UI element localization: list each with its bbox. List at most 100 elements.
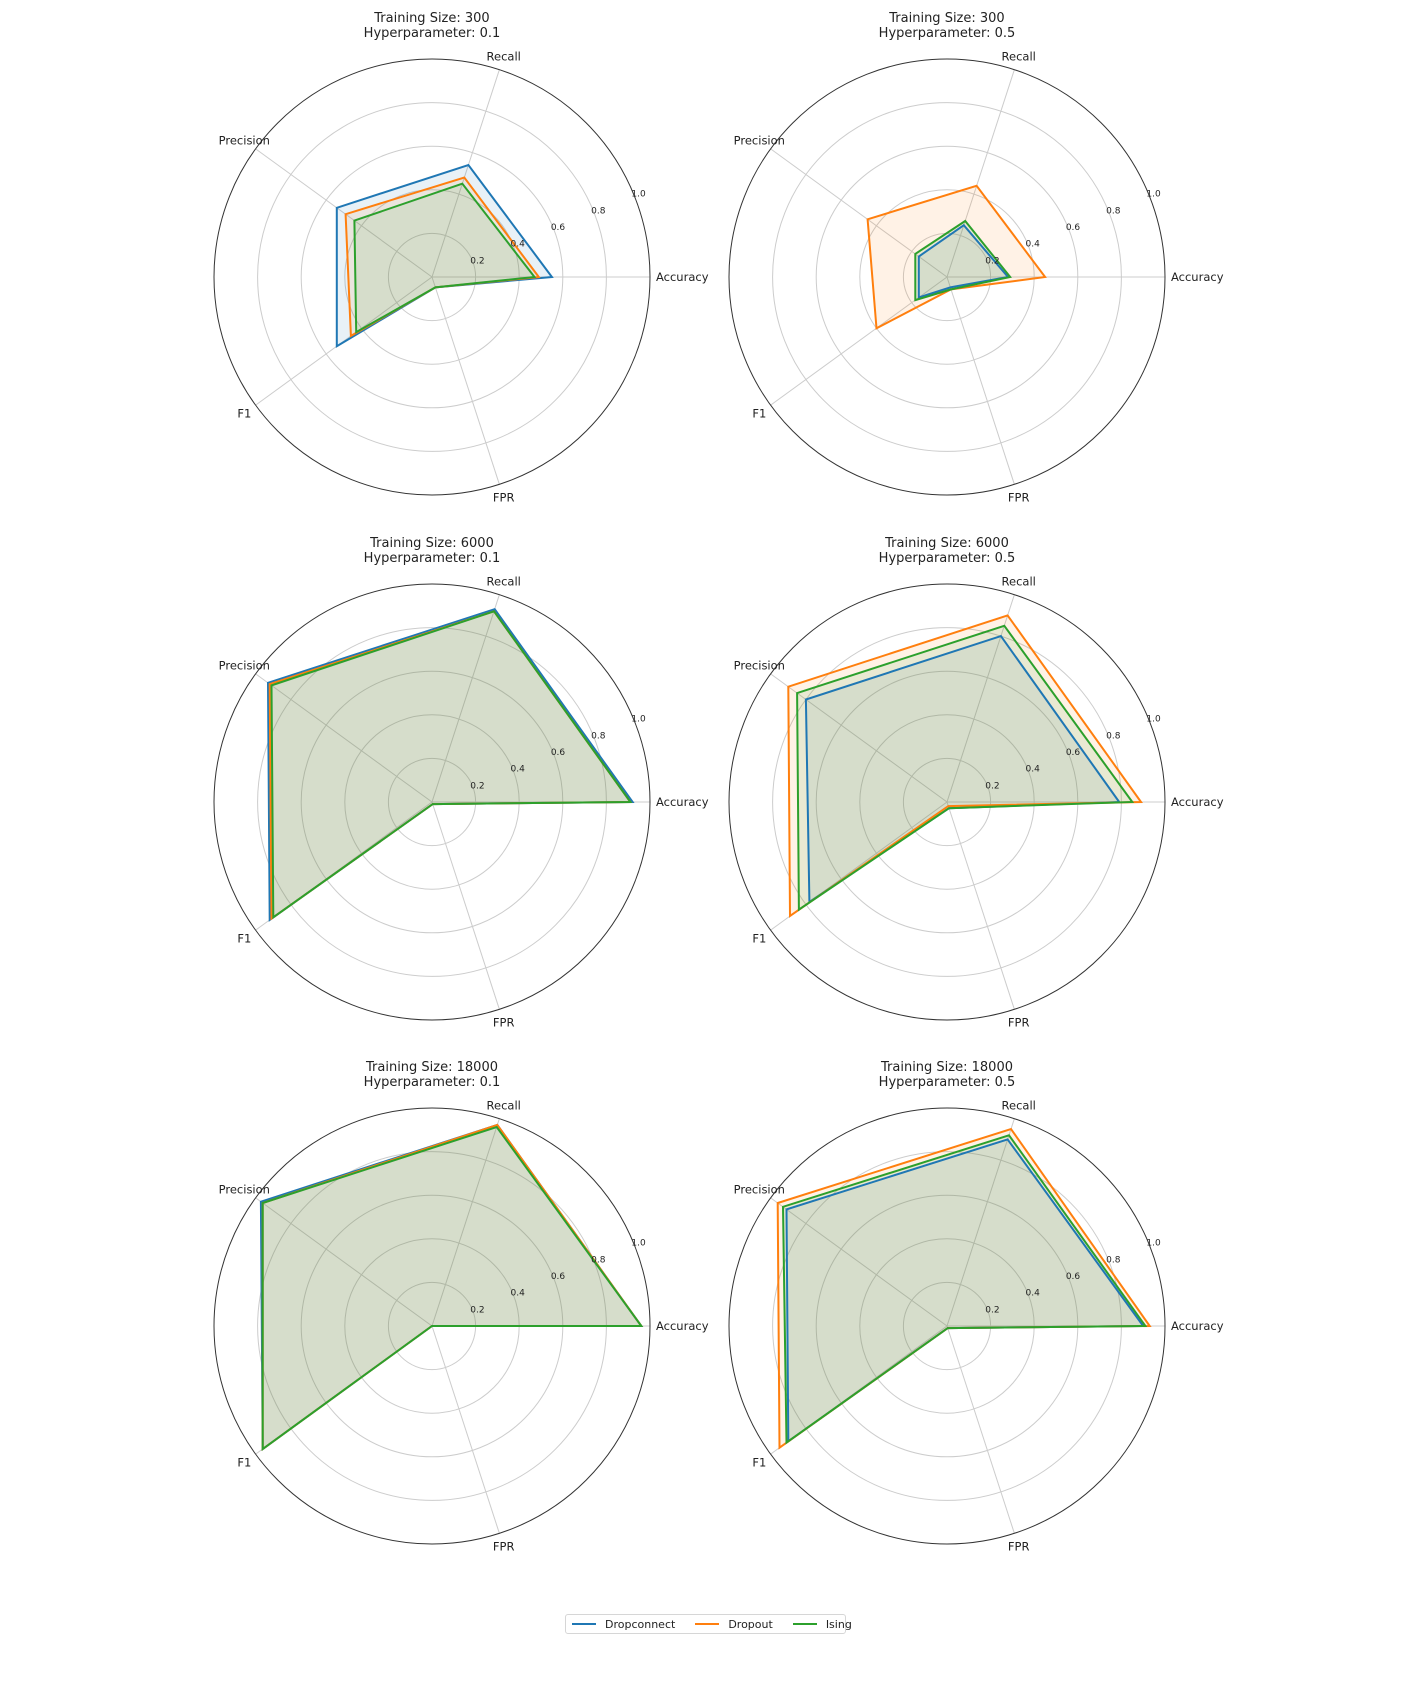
axis-label-recall: Recall <box>487 1098 521 1112</box>
legend-label: Ising <box>825 1617 852 1631</box>
axis-spoke <box>431 1118 500 1327</box>
axis-label-precision: Precision <box>734 1183 785 1197</box>
legend-line-icon <box>695 1623 720 1625</box>
axis-label-f1: F1 <box>752 931 766 945</box>
panel-subtitle: Hyperparameter: 0.5 <box>879 551 1016 566</box>
radial-tick-label: 0.2 <box>470 256 484 266</box>
legend-item-ising: Ising <box>792 1617 852 1631</box>
radial-tick-label: 0.4 <box>1026 240 1041 250</box>
axis-spoke <box>946 594 1015 803</box>
axis-label-fpr: FPR <box>1008 1016 1030 1030</box>
series-line-ising <box>914 219 1013 302</box>
axis-spoke <box>946 1325 1015 1534</box>
axis-spoke <box>431 69 500 278</box>
series-line-ising <box>796 624 1135 912</box>
panel-title: Training Size: 18000 <box>880 1060 1013 1075</box>
radial-tick-label: 1.0 <box>1146 1239 1161 1249</box>
series-fill <box>918 225 1008 298</box>
series-fill <box>805 636 1120 902</box>
radial-tick-label: 0.2 <box>470 781 484 791</box>
radial-tick-label: 1.0 <box>631 1239 646 1249</box>
axis-label-accuracy: Accuracy <box>656 270 709 284</box>
series-fill <box>354 183 535 333</box>
series-fill <box>783 1135 1146 1443</box>
axis-label-accuracy: Accuracy <box>1171 270 1224 284</box>
radial-tick-label: 0.4 <box>511 1289 526 1299</box>
legend-line-icon <box>792 1623 817 1625</box>
panel-subtitle: Hyperparameter: 0.1 <box>364 551 501 566</box>
series-fill <box>867 185 1046 329</box>
series-fill <box>797 625 1133 910</box>
axis-label-f1: F1 <box>237 406 251 420</box>
axis-spoke <box>946 1118 1015 1327</box>
radial-tick-label: 1.0 <box>1146 715 1161 725</box>
radial-tick-label: 1.0 <box>631 190 646 200</box>
series-fill <box>786 1139 1144 1442</box>
radial-tick-label: 0.8 <box>1106 1255 1121 1265</box>
series-fill <box>271 611 631 918</box>
axis-label-recall: Recall <box>1002 49 1036 63</box>
axis-label-fpr: FPR <box>1008 491 1030 505</box>
series-fill <box>262 1124 642 1449</box>
axis-label-recall: Recall <box>487 49 521 63</box>
axis-label-recall: Recall <box>1002 574 1036 588</box>
radial-tick-label: 0.6 <box>1066 1272 1081 1282</box>
axis-spoke <box>770 148 948 278</box>
series-fill <box>268 609 633 920</box>
axis-label-f1: F1 <box>752 406 766 420</box>
axis-label-f1: F1 <box>237 931 251 945</box>
panel-title: Training Size: 300 <box>888 11 1004 26</box>
axis-spoke <box>431 801 500 1010</box>
series-fill <box>336 165 552 347</box>
axis-spoke <box>770 276 948 406</box>
series-fill <box>788 615 1141 916</box>
panel-title: Training Size: 6000 <box>369 536 494 551</box>
outer-circle <box>213 1107 651 1545</box>
panel-title: Training Size: 300 <box>373 11 489 26</box>
series-fill <box>269 611 631 919</box>
series-line-ising <box>270 610 633 920</box>
axis-spoke <box>431 594 500 803</box>
series-fill <box>777 1129 1150 1448</box>
axis-spoke <box>946 801 1015 1010</box>
series-line-ising <box>261 1125 644 1451</box>
axis-spoke <box>946 69 1015 278</box>
radial-tick-label: 0.2 <box>470 1305 484 1315</box>
series-line-dropout <box>787 614 1143 918</box>
axis-label-recall: Recall <box>487 574 521 588</box>
axis-label-accuracy: Accuracy <box>656 1319 709 1333</box>
radial-tick-label: 0.8 <box>1106 731 1121 741</box>
axis-spoke <box>946 276 1015 485</box>
radial-tick-label: 0.8 <box>591 206 606 216</box>
radial-tick-label: 0.4 <box>511 240 526 250</box>
radial-tick-label: 0.2 <box>985 1305 999 1315</box>
axis-spoke <box>255 1197 433 1327</box>
axis-spoke <box>431 1325 500 1534</box>
legend-label: Dropout <box>728 1617 773 1631</box>
axis-label-fpr: FPR <box>1008 1540 1030 1554</box>
radial-tick-label: 1.0 <box>631 715 646 725</box>
panel-subtitle: Hyperparameter: 0.5 <box>879 1075 1016 1090</box>
legend-line-icon <box>572 1623 596 1625</box>
legend-label: Dropconnect <box>605 1617 676 1631</box>
axis-spoke <box>770 1197 948 1327</box>
axis-label-fpr: FPR <box>493 1016 515 1030</box>
series-line-ising <box>781 1134 1148 1445</box>
axis-label-f1: F1 <box>752 1455 766 1469</box>
radial-tick-label: 0.4 <box>1026 1289 1041 1299</box>
series-line-dropout <box>866 184 1047 330</box>
panel-subtitle: Hyperparameter: 0.1 <box>364 26 501 41</box>
radial-tick-label: 0.6 <box>1066 748 1081 758</box>
axis-label-precision: Precision <box>219 1183 270 1197</box>
radial-tick-label: 0.6 <box>551 223 566 233</box>
legend-item-dropconnect: Dropconnect <box>572 1618 675 1631</box>
legend-item-dropout: Dropout <box>695 1617 773 1631</box>
outer-circle <box>728 58 1166 496</box>
axis-label-recall: Recall <box>1002 1098 1036 1112</box>
panel-subtitle: Hyperparameter: 0.1 <box>364 1075 501 1090</box>
radial-tick-label: 0.2 <box>985 256 999 266</box>
outer-circle <box>728 1107 1166 1545</box>
legend: Dropconnect Dropout Ising <box>565 1614 852 1634</box>
